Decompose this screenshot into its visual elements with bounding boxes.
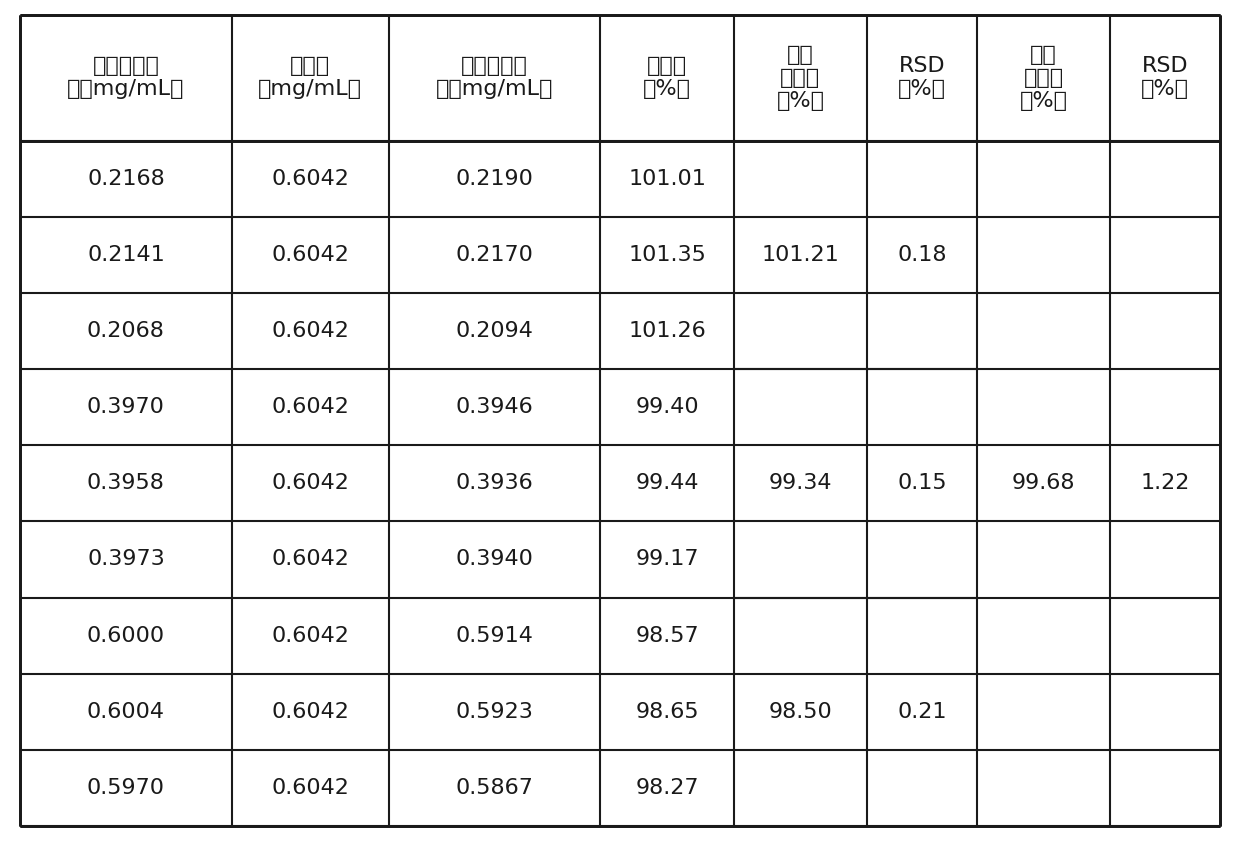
Text: RSD: RSD: [1142, 56, 1188, 77]
Text: （mg/mL）: （mg/mL）: [258, 79, 362, 99]
Text: 回收率: 回收率: [647, 56, 687, 77]
Text: 量（mg/mL）: 量（mg/mL）: [67, 79, 185, 99]
Text: 98.65: 98.65: [635, 701, 699, 722]
Text: （%）: （%）: [898, 79, 946, 99]
Text: 0.5970: 0.5970: [87, 778, 165, 798]
Text: 0.3970: 0.3970: [87, 397, 165, 417]
Text: 平均: 平均: [787, 45, 813, 65]
Text: 0.6042: 0.6042: [272, 245, 350, 265]
Text: 0.6042: 0.6042: [272, 321, 350, 341]
Text: 0.3936: 0.3936: [455, 473, 533, 494]
Text: 99.40: 99.40: [635, 397, 699, 417]
Text: 0.2170: 0.2170: [455, 245, 533, 265]
Text: 0.2141: 0.2141: [87, 245, 165, 265]
Text: 0.6042: 0.6042: [272, 473, 350, 494]
Text: （%）: （%）: [1019, 91, 1068, 111]
Text: 0.3958: 0.3958: [87, 473, 165, 494]
Text: 0.5867: 0.5867: [455, 778, 533, 798]
Text: 0.6000: 0.6000: [87, 626, 165, 646]
Text: 回收率: 回收率: [780, 68, 821, 87]
Text: 平均: 平均: [1030, 45, 1056, 65]
Text: （%）: （%）: [1141, 79, 1189, 99]
Text: 0.5914: 0.5914: [455, 626, 533, 646]
Text: 101.35: 101.35: [629, 245, 706, 265]
Text: 对照品加入: 对照品加入: [93, 56, 159, 77]
Text: 98.50: 98.50: [769, 701, 832, 722]
Text: 原有量: 原有量: [290, 56, 330, 77]
Text: 99.17: 99.17: [635, 549, 699, 569]
Text: 0.2168: 0.2168: [87, 169, 165, 188]
Text: 0.6042: 0.6042: [272, 778, 350, 798]
Text: 0.18: 0.18: [898, 245, 946, 265]
Text: 0.6042: 0.6042: [272, 549, 350, 569]
Text: 0.3940: 0.3940: [455, 549, 533, 569]
Text: 101.01: 101.01: [629, 169, 706, 188]
Text: （%）: （%）: [644, 79, 691, 99]
Text: 0.2094: 0.2094: [455, 321, 533, 341]
Text: 98.27: 98.27: [635, 778, 699, 798]
Text: 0.15: 0.15: [898, 473, 947, 494]
Text: RSD: RSD: [899, 56, 945, 77]
Text: 1.22: 1.22: [1141, 473, 1190, 494]
Text: 0.21: 0.21: [898, 701, 946, 722]
Text: 98.57: 98.57: [635, 626, 699, 646]
Text: 量（mg/mL）: 量（mg/mL）: [435, 79, 553, 99]
Text: 0.3973: 0.3973: [87, 549, 165, 569]
Text: 101.26: 101.26: [629, 321, 706, 341]
Text: 0.6004: 0.6004: [87, 701, 165, 722]
Text: 99.44: 99.44: [635, 473, 699, 494]
Text: 0.3946: 0.3946: [455, 397, 533, 417]
Text: （%）: （%）: [776, 91, 825, 111]
Text: 101.21: 101.21: [761, 245, 839, 265]
Text: 0.6042: 0.6042: [272, 169, 350, 188]
Text: 0.5923: 0.5923: [455, 701, 533, 722]
Text: 0.6042: 0.6042: [272, 701, 350, 722]
Text: 回收率: 回收率: [1023, 68, 1064, 87]
Text: 99.34: 99.34: [769, 473, 832, 494]
Text: 对照品测得: 对照品测得: [461, 56, 528, 77]
Text: 0.6042: 0.6042: [272, 626, 350, 646]
Text: 0.2068: 0.2068: [87, 321, 165, 341]
Text: 0.6042: 0.6042: [272, 397, 350, 417]
Text: 99.68: 99.68: [1012, 473, 1075, 494]
Text: 0.2190: 0.2190: [455, 169, 533, 188]
